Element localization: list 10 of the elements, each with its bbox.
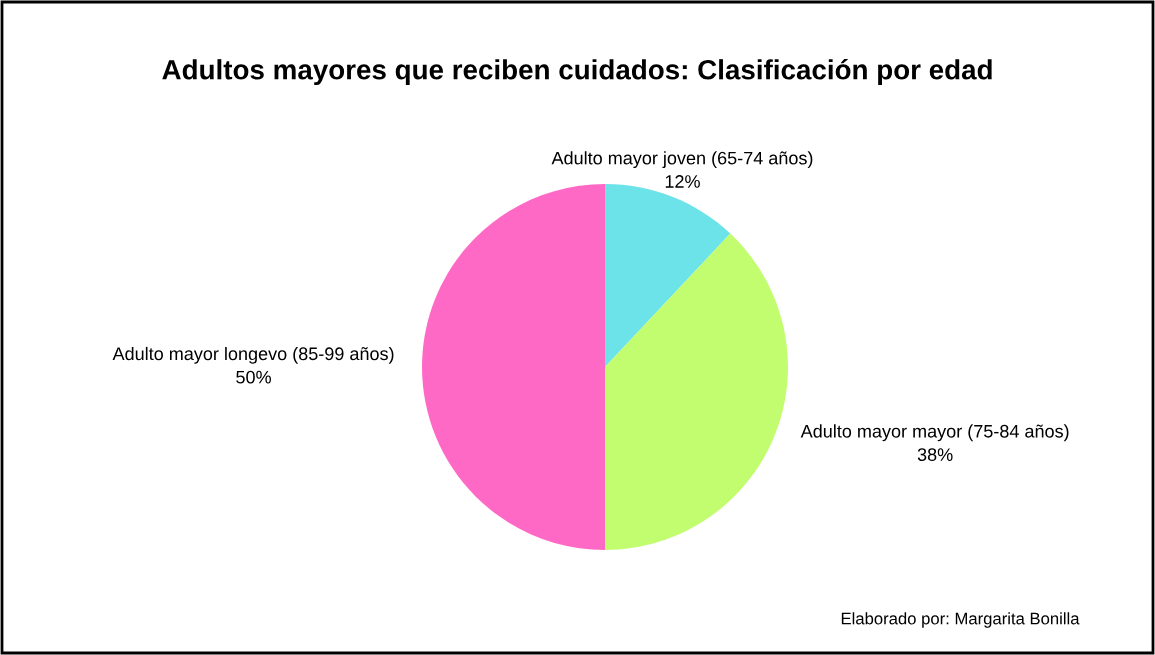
- slice-label: Adulto mayor longevo (85-99 años): [112, 346, 394, 364]
- pie-slice: [422, 184, 605, 550]
- text: Elaborado por: Margarita Bonilla: [841, 612, 1080, 628]
- chart-title: Adultos mayores que reciben cuidados: Clasificación por edad: [162, 58, 992, 86]
- data-label: 12%: [665, 175, 700, 188]
- data-label: 38%: [917, 448, 953, 462]
- slice-label: Adulto mayor mayor (75-84 años): [800, 424, 1069, 442]
- pie-slice: [605, 233, 788, 550]
- slice-label: Adulto mayor joven (65-74 años): [551, 151, 813, 169]
- data-label: 50%: [236, 370, 271, 384]
